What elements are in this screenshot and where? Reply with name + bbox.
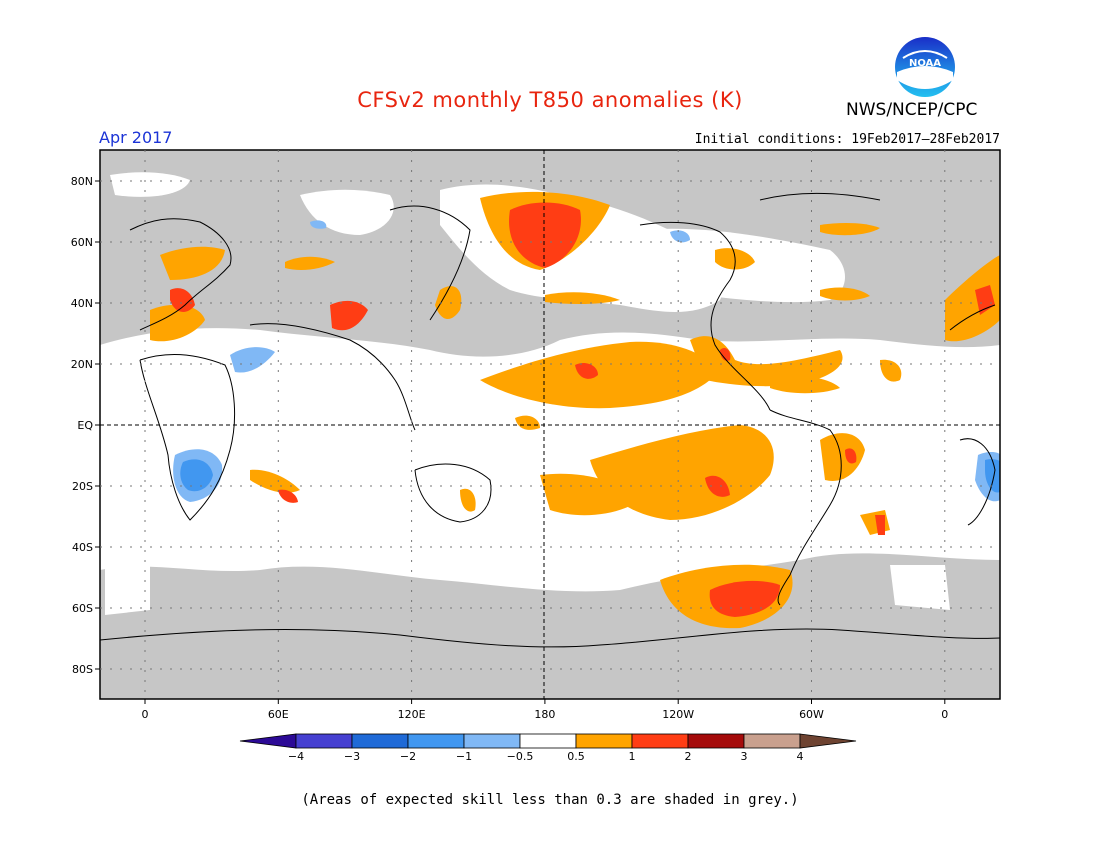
lon-tick-label: 180 [534, 708, 555, 721]
colorbar-label: 3 [741, 750, 748, 763]
lon-tick-label: 120W [662, 708, 694, 721]
colorbar-segment [407, 733, 465, 749]
lat-tick-label: 60N [71, 236, 93, 249]
colorbar-label: −4 [288, 750, 304, 763]
colorbar-segment [351, 733, 409, 749]
colorbar: −4 −3 −2 −1 −0.5 0.5 1 2 3 4 [239, 733, 857, 763]
colorbar-segment [519, 733, 577, 749]
logo-text: NOAA [909, 58, 941, 69]
agency-label: NWS/NCEP/CPC [846, 100, 978, 120]
noaa-logo-icon: NOAA [895, 37, 955, 97]
colorbar-segment [743, 733, 801, 749]
lat-tick-label: EQ [77, 419, 93, 432]
colorbar-segment [631, 733, 689, 749]
chart-title: CFSv2 monthly T850 anomalies (K) [357, 88, 743, 112]
colorbar-segment [687, 733, 745, 749]
colorbar-segment [295, 733, 353, 749]
lat-tick-label: 40S [72, 541, 93, 554]
lon-tick-label: 120E [398, 708, 426, 721]
lat-tick-label: 40N [71, 297, 93, 310]
colorbar-label: 1 [629, 750, 636, 763]
lat-tick-label: 60S [72, 602, 93, 615]
colorbar-lower-arrow [239, 733, 297, 749]
latitude-ticks: 80N 60N 40N 20N EQ 20S 40S 60S 80S [71, 175, 100, 676]
colorbar-label: −0.5 [507, 750, 534, 763]
valid-month-label: Apr 2017 [99, 128, 173, 147]
negative-anomaly-1-2-regions [180, 459, 1000, 493]
gridlines [100, 150, 1000, 699]
lon-tick-label: 60E [268, 708, 289, 721]
skill-note: (Areas of expected skill less than 0.3 a… [301, 792, 799, 808]
colorbar-segment [575, 733, 633, 749]
lon-tick-label: 0 [941, 708, 948, 721]
lat-tick-label: 20S [72, 480, 93, 493]
lat-tick-label: 80S [72, 663, 93, 676]
colorbar-label: 4 [797, 750, 804, 763]
longitude-ticks: 0 60E 120E 180 120W 60W 0 [142, 699, 948, 721]
colorbar-label: 2 [685, 750, 692, 763]
positive-anomaly-1-2-regions [170, 202, 995, 617]
colorbar-segment [463, 733, 521, 749]
colorbar-label: −2 [400, 750, 416, 763]
lat-tick-label: 20N [71, 358, 93, 371]
initial-conditions-label: Initial conditions: 19Feb2017–28Feb2017 [694, 132, 1000, 147]
lon-tick-label: 0 [142, 708, 149, 721]
colorbar-label: 0.5 [567, 750, 585, 763]
lon-tick-label: 60W [799, 708, 824, 721]
colorbar-label: −3 [344, 750, 360, 763]
colorbar-label: −1 [456, 750, 472, 763]
lat-tick-label: 80N [71, 175, 93, 188]
coastlines [100, 192, 1000, 648]
colorbar-upper-arrow [799, 733, 857, 749]
